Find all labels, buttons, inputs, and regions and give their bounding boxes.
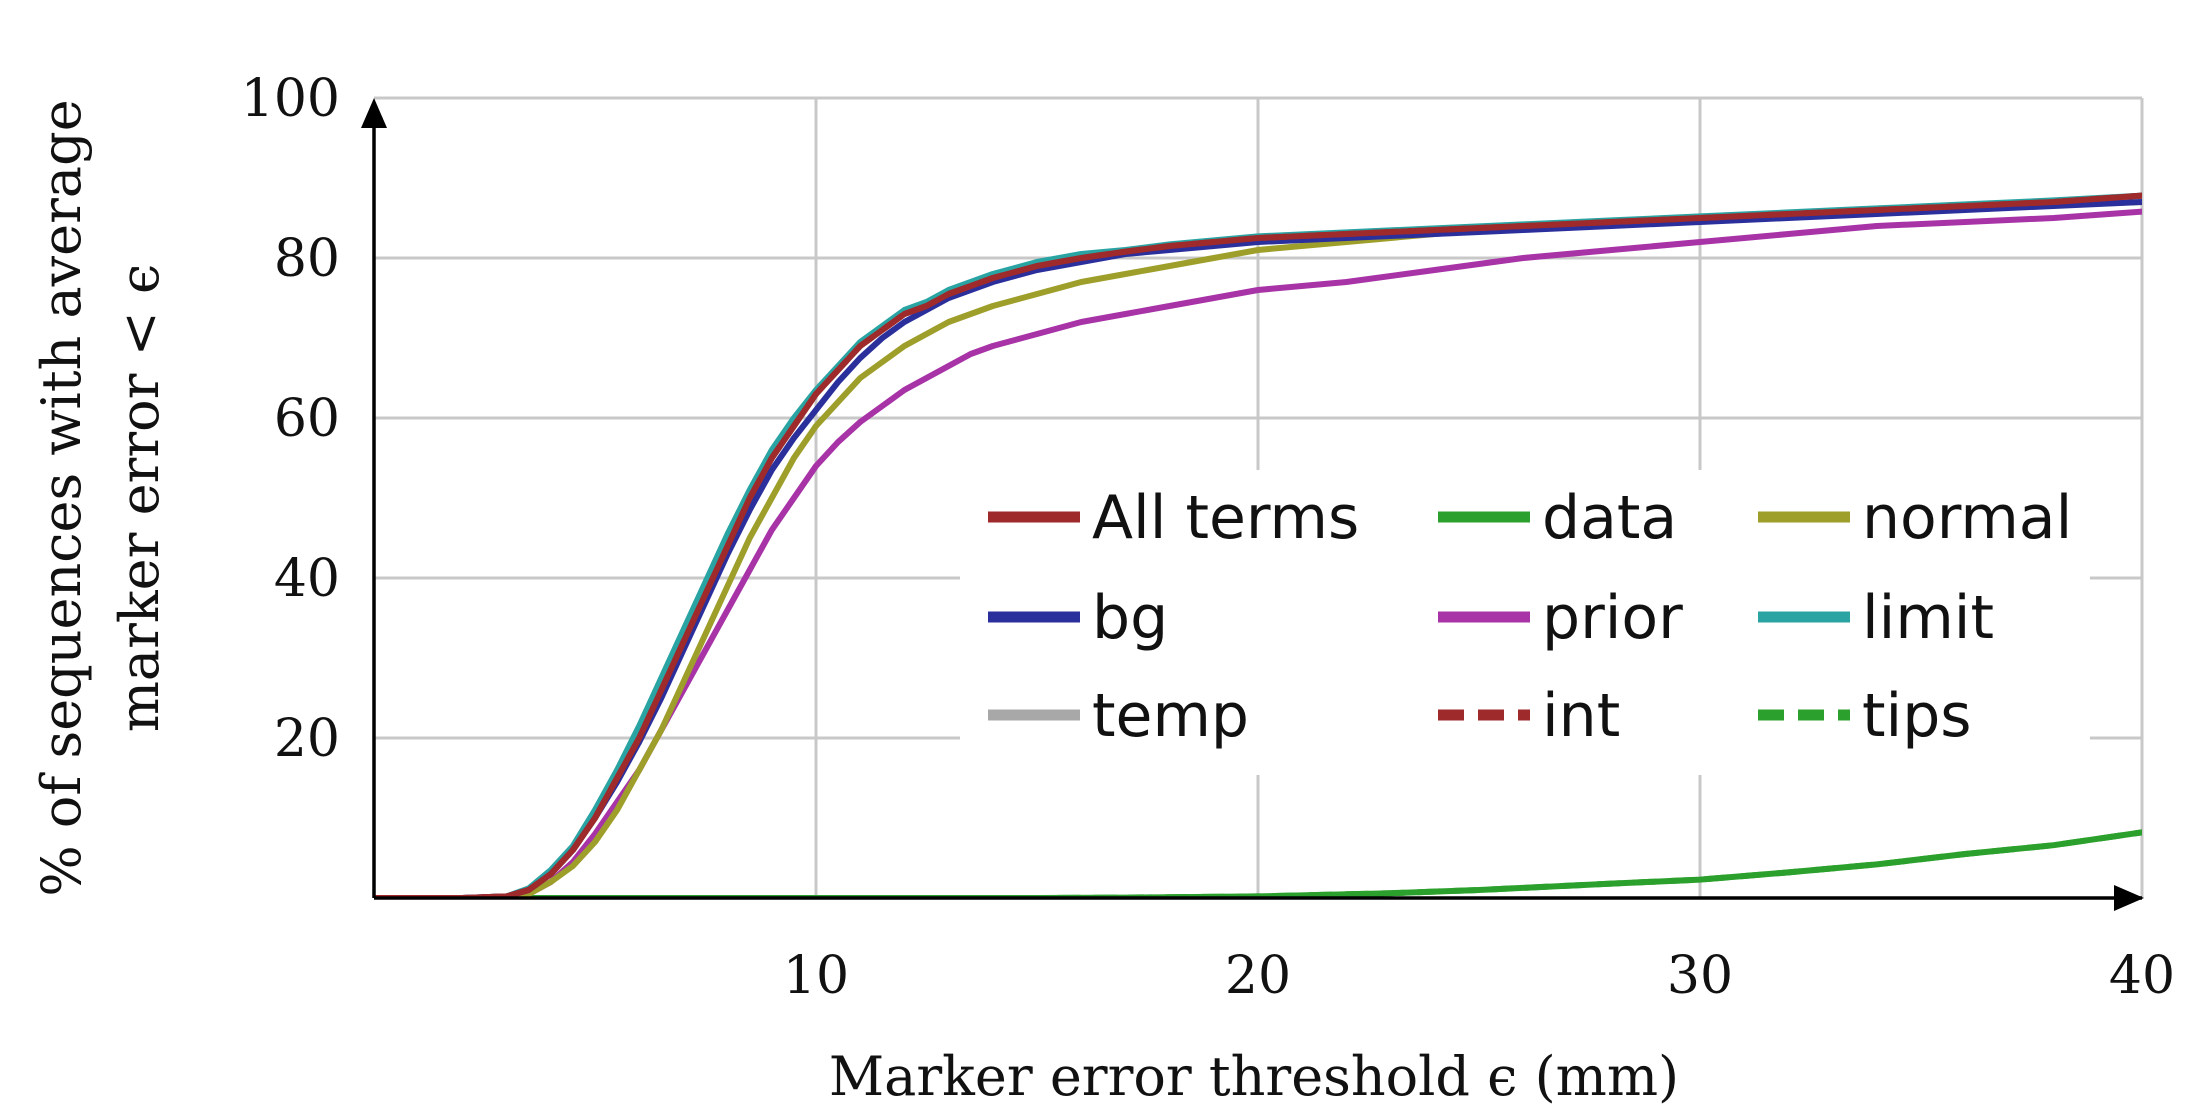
y-axis-title-line-1: % of sequences with average bbox=[30, 99, 93, 896]
legend-label-prior: prior bbox=[1542, 583, 1683, 653]
legend-label-temp: temp bbox=[1092, 681, 1249, 751]
y-tick-label: 60 bbox=[274, 389, 340, 449]
series-line-tips bbox=[374, 829, 2142, 898]
legend-label-int: int bbox=[1542, 681, 1620, 751]
x-axis-arrow bbox=[2114, 885, 2144, 911]
series-line-int bbox=[374, 192, 2142, 898]
tick-labels: 10 20 30 40 20 40 60 80 100 bbox=[241, 69, 2175, 1006]
y-tick-label: 40 bbox=[274, 549, 340, 609]
y-tick-label: 100 bbox=[241, 69, 340, 129]
legend: All terms data normal bg prior limit temp int ti… bbox=[960, 470, 2090, 775]
y-axis-title-line-2: marker error < ϵ bbox=[108, 264, 171, 733]
x-axis-title: Marker error threshold ϵ (mm) bbox=[829, 1045, 1679, 1108]
legend-label-bg: bg bbox=[1092, 583, 1168, 653]
y-tick-label: 20 bbox=[274, 709, 340, 769]
y-axis-arrow bbox=[361, 98, 387, 128]
y-tick-label: 80 bbox=[274, 229, 340, 289]
axis-titles: Marker error threshold ϵ (mm) % of seque… bbox=[30, 99, 1679, 1108]
legend-label-all-terms: All terms bbox=[1092, 483, 1359, 553]
legend-label-tips: tips bbox=[1862, 681, 1972, 751]
series-line-prior bbox=[374, 208, 2142, 898]
series-layer bbox=[374, 192, 2142, 898]
legend-label-normal: normal bbox=[1862, 483, 2072, 553]
legend-label-limit: limit bbox=[1862, 583, 1994, 653]
x-tick-label: 20 bbox=[1225, 946, 1291, 1006]
axes bbox=[361, 98, 2144, 911]
x-tick-label: 30 bbox=[1667, 946, 1733, 1006]
x-tick-label: 40 bbox=[2109, 946, 2175, 1006]
x-tick-label: 10 bbox=[783, 946, 849, 1006]
legend-label-data: data bbox=[1542, 483, 1677, 553]
